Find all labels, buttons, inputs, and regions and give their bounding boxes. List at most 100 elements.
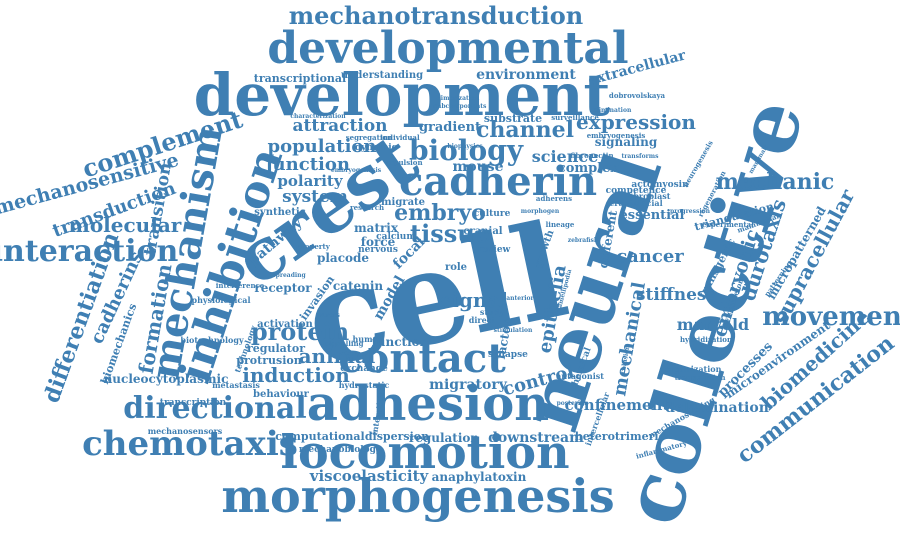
word-culture: culture <box>474 209 511 219</box>
word-function: function <box>372 335 429 349</box>
word-subcomponents: subcomponents <box>434 103 487 110</box>
word-human: human <box>352 334 383 344</box>
word-review: review <box>478 245 511 255</box>
word-mechanic: mechanic <box>716 169 835 195</box>
word-environment: environment <box>476 67 576 83</box>
word-adherens: adherens <box>536 194 572 203</box>
word-system: system <box>282 187 348 207</box>
word-metastasis: metastasis <box>212 380 260 390</box>
word-placode: placode <box>317 251 369 265</box>
word-downstream: downstream <box>488 430 584 446</box>
word-mechanobiology: mechanobiology <box>299 445 382 455</box>
word-anaphylatoxin: anaphylatoxin <box>432 470 527 484</box>
word-migratory: migratory <box>429 377 508 393</box>
word-polarity: polarity <box>277 172 343 190</box>
word-essential: essential <box>620 208 685 223</box>
word-gradient: gradient <box>419 120 481 135</box>
word-stimulation: stimulation <box>494 327 533 334</box>
word-mouse: mouse <box>452 159 503 175</box>
word-heterotrimeric: heterotrimeric <box>575 430 666 443</box>
word-interference: interference <box>216 281 265 290</box>
word-biotechnology: biotechnology <box>180 335 244 345</box>
word-junction: junction <box>264 154 350 175</box>
word-lineage: lineage <box>546 220 575 229</box>
word-molecular: molecular <box>69 213 182 237</box>
word-induction: induction <box>242 363 350 387</box>
word-morphogenesis: morphogenesis <box>221 469 614 523</box>
word-hybridization: hybridization <box>680 335 732 344</box>
word-dimerization: dimerization <box>437 95 480 102</box>
word-elimination: elimination <box>593 107 632 114</box>
word-embryogenesis-2: embryogenesis <box>331 167 382 174</box>
word-hydrostatic: hydrostatic <box>339 380 390 390</box>
word-population: population <box>267 136 376 157</box>
word-biophysics: biophysics <box>447 143 483 150</box>
word-dynamic: dynamic <box>355 143 398 153</box>
word-viscoelasticity: viscoelasticity <box>309 467 430 485</box>
word-behaviour: behaviour <box>253 389 310 400</box>
word-movement: movement <box>762 302 900 332</box>
word-progression: progression <box>670 208 711 215</box>
word-complex: complex <box>558 161 619 176</box>
word-transforms: transforms <box>621 153 659 160</box>
word-direct: direct <box>469 315 496 325</box>
word-transcriptional: transcriptional <box>254 72 346 85</box>
word-development: development <box>194 61 611 129</box>
word-computational: computational <box>275 430 364 443</box>
word-segregation: segregation <box>346 133 393 142</box>
word-mechanotransduction: mechanotransduction <box>289 1 583 30</box>
word-expression: expression <box>576 110 696 134</box>
word-experimental: experimental <box>702 220 754 229</box>
word-embryogenesis: embryogenesis <box>587 131 646 140</box>
word-embryo: embryo <box>394 200 486 226</box>
word-developmental: developmental <box>267 23 628 74</box>
word-signaling: signaling <box>595 135 658 149</box>
word-animal: animal <box>299 344 376 368</box>
word-surveillance: surveillance <box>551 113 599 122</box>
word-characterization: characterization <box>290 113 346 120</box>
word-repulsion: repulsion <box>385 158 422 167</box>
word-understanding: understanding <box>341 70 423 81</box>
word-cancer: cancer <box>616 246 684 267</box>
word-actomyosin: actomyosin <box>631 180 689 190</box>
word-cranial: cranial <box>463 226 502 237</box>
word-tissue: tissue <box>410 219 490 248</box>
word-fibroblast: fibroblast <box>628 191 671 201</box>
word-fibronectin: fibronectin <box>570 151 613 160</box>
word-craniofacial: craniofacial <box>609 198 662 208</box>
word-factor: factor <box>494 318 515 361</box>
word-physiological: physiological <box>191 295 250 305</box>
word-nucleocytoplasmic: nucleocytoplasmic <box>104 372 229 386</box>
word-receptor: receptor <box>254 281 312 295</box>
word-locomotion: locomotion <box>280 425 569 479</box>
word-property: property <box>296 242 331 251</box>
word-dispersion: dispersion <box>365 430 429 443</box>
word-protrusion: protrusion <box>236 354 301 367</box>
word-matrix: matrix <box>354 221 399 235</box>
word-science: science <box>532 147 599 166</box>
word-morphogen: morphogen <box>521 208 560 215</box>
word-confinement: confinement <box>565 396 670 414</box>
word-dobrovolskaya: dobrovolskaya <box>609 91 666 100</box>
word-competence: competence <box>606 186 667 196</box>
word-interaction: interaction <box>0 234 179 269</box>
word-force: force <box>361 235 396 249</box>
word-transcription: transcription <box>160 398 227 408</box>
word-individual: individual <box>380 133 420 142</box>
word-organization: organization <box>665 364 722 374</box>
word-posterior: posterior <box>557 400 589 407</box>
word-attraction: attraction <box>292 116 387 136</box>
word-cadherin: cadherin <box>399 158 597 205</box>
word-transmission: transmission <box>675 373 726 382</box>
word-migrate: migrate <box>381 197 425 208</box>
word-chemotaxis: chemotaxis <box>82 424 298 464</box>
word-signalling: signalling <box>324 339 363 348</box>
word-stiffness: stiffness <box>636 285 716 305</box>
word-protein: protein <box>251 317 349 346</box>
word-activation: activation <box>257 319 313 330</box>
word-collision: collision <box>620 344 632 374</box>
word-calcium: calcium <box>376 232 416 242</box>
word-role: role <box>445 262 467 273</box>
